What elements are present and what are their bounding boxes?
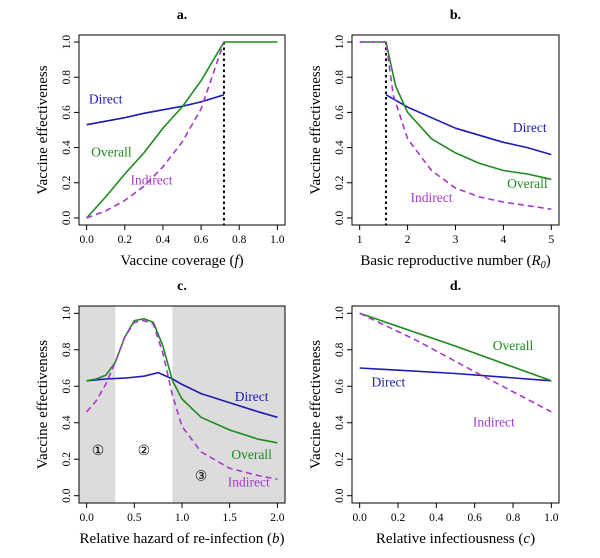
y-tick-label: 0.2 [334, 452, 346, 467]
y-tick-label: 0.8 [61, 342, 73, 357]
x-axis-label: Relative hazard of re-infection (b) [80, 531, 285, 547]
x-tick-label: 0.0 [352, 512, 367, 524]
label-indirect: Indirect [228, 475, 270, 490]
label-direct: Direct [513, 120, 547, 135]
y-tick-label: 0.4 [334, 415, 346, 430]
y-tick-label: 0.8 [334, 70, 346, 85]
x-tick-label: 3 [453, 234, 459, 246]
series-line-indirect [359, 312, 552, 413]
x-axis-label: Relative infectiousness (c) [376, 531, 535, 547]
x-tick-label: 1 [357, 234, 363, 246]
plot-frame [78, 34, 286, 226]
panel-c: c. 0.0 0.5 1.0 1.5 2.0 0.0 0.2 0.4 0.6 0.8 1.0 Vacci… [35, 279, 286, 547]
panel-title: a. [177, 8, 188, 23]
panel-title: c. [177, 279, 187, 294]
x-tick-label: 0.0 [79, 234, 94, 246]
y-tick-label: 0.6 [61, 379, 73, 394]
label-overall: Overall [507, 176, 548, 191]
x-tick-label: 1.5 [222, 512, 237, 524]
shaded-region-2 [172, 306, 285, 503]
x-tick-label: 0.4 [156, 234, 171, 246]
x-tick-label: 0.8 [506, 512, 521, 524]
series-line-overall [359, 312, 552, 382]
x-tick-label: 2 [405, 234, 411, 246]
series-line-indirect [86, 41, 225, 219]
y-axis-label: Vaccine effectiveness [35, 65, 51, 194]
plot-area [85, 318, 278, 481]
y-tick-label: 0.6 [334, 379, 346, 394]
series-line-indirect [85, 319, 278, 481]
label-direct: Direct [235, 389, 269, 404]
y-axis-label: Vaccine effectiveness [308, 340, 324, 469]
y-tick-label: 1.0 [61, 306, 73, 321]
region-marker-3: ③ [195, 470, 208, 485]
x-tick-label: 5 [548, 234, 554, 246]
panel-a: a. 0.0 0.2 0.4 0.6 0.8 1.0 0.0 0.2 0.4 0.6 0.8 1.0 Va… [35, 8, 286, 269]
series-line-indirect [359, 41, 552, 210]
label-overall: Overall [231, 447, 272, 462]
y-axis-label: Vaccine effectiveness [35, 340, 51, 469]
x-tick-label: 1.0 [175, 512, 190, 524]
y-tick-label: 0.0 [334, 488, 346, 503]
y-tick-label: 1.0 [61, 35, 73, 50]
panel-b: b. 1 2 3 4 5 0.0 0.2 0.4 0.6 0.8 1.0 Vaccine effecti… [308, 8, 560, 271]
x-tick-label: 2.0 [270, 512, 285, 524]
y-tick-label: 0.6 [334, 105, 346, 120]
panel-title: b. [450, 8, 461, 23]
x-tick-label: 1.0 [544, 512, 559, 524]
y-tick-label: 0.0 [61, 488, 73, 503]
x-tick-label: 0.6 [467, 512, 482, 524]
y-tick-label: 0.2 [61, 452, 73, 467]
y-tick-label: 0.8 [334, 342, 346, 357]
series-line-overall [86, 41, 278, 219]
y-tick-label: 0.2 [61, 175, 73, 190]
x-axis-label: Vaccine coverage (f) [120, 253, 243, 269]
y-tick-label: 0.4 [334, 140, 346, 155]
x-tick-label: 0.2 [118, 234, 133, 246]
x-tick-label: 0.4 [429, 512, 444, 524]
y-tick-label: 0.0 [334, 211, 346, 226]
x-tick-label: 0.5 [127, 512, 142, 524]
series-line-direct [385, 94, 552, 156]
region-marker-2: ② [138, 444, 151, 459]
x-axis-label: Basic reproductive number (R0) [360, 253, 550, 271]
y-tick-label: 1.0 [334, 35, 346, 50]
region-marker-1: ① [92, 444, 105, 459]
y-tick-label: 1.0 [334, 306, 346, 321]
label-direct: Direct [372, 374, 406, 389]
x-tick-label: 0.2 [391, 512, 406, 524]
plot-frame [351, 305, 560, 504]
plot-area [359, 41, 552, 225]
series-line-overall [359, 41, 552, 181]
x-tick-label: 1.0 [270, 234, 285, 246]
y-tick-label: 0.4 [61, 140, 73, 155]
series-line-overall [86, 318, 278, 444]
y-tick-label: 0.4 [61, 415, 73, 430]
y-tick-label: 0.2 [334, 175, 346, 190]
label-indirect: Indirect [411, 190, 453, 205]
y-tick-label: 0.0 [61, 211, 73, 226]
plot-area [86, 41, 278, 225]
panel-title: d. [450, 279, 461, 294]
label-indirect: Indirect [130, 173, 172, 188]
label-overall: Overall [91, 144, 132, 159]
x-tick-label: 4 [501, 234, 507, 246]
y-tick-label: 0.8 [61, 70, 73, 85]
y-axis-label: Vaccine effectiveness [308, 65, 324, 194]
plot-area [359, 312, 552, 413]
x-tick-label: 0.0 [79, 512, 94, 524]
panel-d: d. 0.0 0.2 0.4 0.6 0.8 1.0 0.0 0.2 0.4 0.6 0.8 1.0 Va… [308, 279, 560, 547]
label-direct: Direct [89, 92, 123, 107]
x-tick-label: 0.6 [194, 234, 209, 246]
series-line-direct [86, 94, 225, 126]
label-overall: Overall [493, 338, 534, 353]
y-tick-label: 0.6 [61, 105, 73, 120]
series-line-direct [359, 367, 552, 382]
label-indirect: Indirect [473, 414, 515, 429]
shaded-region-1 [79, 306, 116, 503]
x-tick-label: 0.8 [232, 234, 247, 246]
